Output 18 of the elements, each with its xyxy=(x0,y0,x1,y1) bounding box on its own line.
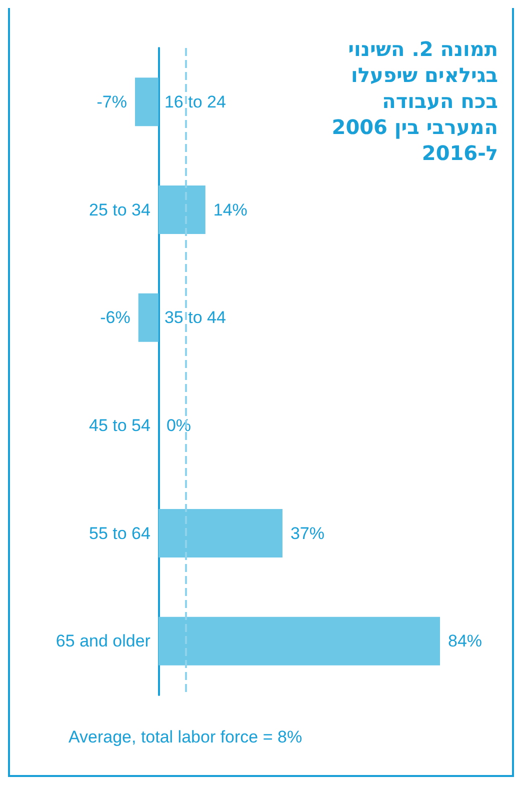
y-tick-label: 45 to 54 xyxy=(89,416,150,435)
y-tick-label: 55 to 64 xyxy=(89,524,150,543)
data-label: 14% xyxy=(213,200,248,220)
bar xyxy=(138,293,158,342)
ref-line-label: Average, total labor force = 8% xyxy=(68,728,302,746)
y-tick-label: 35 to 44 xyxy=(164,308,226,328)
bar xyxy=(158,508,282,558)
bar xyxy=(135,78,158,126)
bar xyxy=(158,185,206,234)
bar xyxy=(158,616,440,666)
data-label: 84% xyxy=(448,632,482,651)
text: תמונה 2. השינוי בגילאים שיפעלו בכח העבודה המערבי בין 2006 ל-2016 xyxy=(330,36,498,166)
y-tick-label: 16 to 24 xyxy=(164,92,226,112)
data-label: -7% xyxy=(96,92,127,112)
data-label: 37% xyxy=(290,524,325,543)
y-tick-label: 65 and older xyxy=(56,632,151,651)
data-label: -6% xyxy=(100,308,130,328)
y-tick-label: 25 to 34 xyxy=(89,200,150,220)
